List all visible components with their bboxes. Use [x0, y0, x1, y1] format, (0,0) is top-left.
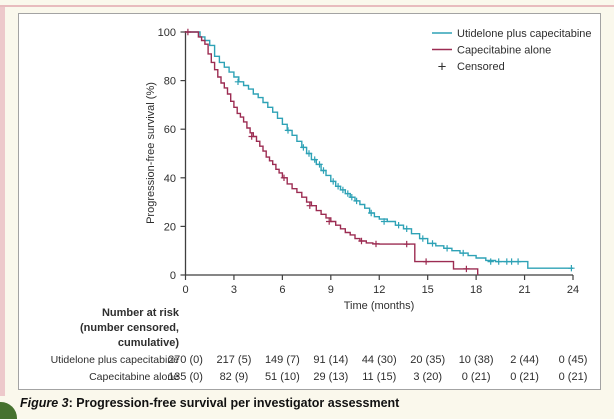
risk-value: 135 (0): [168, 371, 203, 383]
risk-value: 217 (5): [217, 354, 252, 366]
km-curve: [185, 31, 479, 275]
x-tick-label: 24: [567, 284, 579, 296]
risk-value: 82 (9): [220, 371, 249, 383]
risk-value: 2 (44): [510, 354, 539, 366]
x-tick-label: 3: [231, 284, 237, 296]
y-tick-label: 60: [164, 124, 176, 136]
legend-label-capecitabine: Capecitabine alone: [457, 45, 551, 57]
risk-row-label-capecitabine: Capecitabine alone: [89, 371, 179, 383]
risk-value: 91 (14): [313, 354, 348, 366]
risk-value: 3 (20): [413, 371, 442, 383]
x-tick-label: 15: [422, 284, 434, 296]
y-axis-ticks: 0 20 40 60 80 100: [158, 27, 186, 282]
risk-value: 11 (15): [362, 371, 396, 383]
x-axis-ticks: 0 3 6 9 12 15 18 21 24: [182, 275, 579, 296]
risk-value: 0 (45): [559, 354, 588, 366]
x-axis-title: Time (months): [344, 300, 415, 312]
figure-panel: 0 20 40 60 80 100 0 3 6 9 12 15 18 21 24 270 (0) 217 (…: [18, 13, 601, 390]
risk-value: 0 (21): [462, 371, 491, 383]
km-curve: [185, 31, 573, 269]
number-at-risk-table: Number at risk (number censored, cumulat…: [51, 307, 180, 383]
risk-row-label-utidelone: Utidelone plus capecitabine: [51, 354, 180, 366]
risk-header-line2: (number censored,: [80, 322, 179, 334]
figure-caption: Figure 3: Progression-free survival per …: [20, 396, 600, 410]
risk-header-line1: Number at risk: [102, 307, 180, 319]
y-tick-label: 100: [158, 27, 176, 39]
y-tick-label: 40: [164, 173, 176, 185]
risk-value: 20 (35): [410, 354, 445, 366]
y-tick-label: 20: [164, 221, 176, 233]
x-tick-label: 21: [518, 284, 530, 296]
y-tick-label: 80: [164, 76, 176, 88]
top-edge-rule: [0, 5, 614, 7]
censor-marks: [184, 28, 470, 273]
risk-value: 44 (30): [362, 354, 397, 366]
x-tick-label: 18: [470, 284, 482, 296]
figure-caption-label: Figure 3: [20, 396, 69, 410]
x-tick-label: 6: [279, 284, 285, 296]
risk-value: 10 (38): [459, 354, 494, 366]
number-at-risk-values: 270 (0) 217 (5) 149 (7) 91 (14) 44 (30) 20 (3…: [168, 354, 587, 383]
censored-plus-icon: +: [438, 59, 447, 76]
left-pink-strip: [0, 7, 5, 396]
legend-label-utidelone: Utidelone plus capecitabine: [457, 28, 592, 40]
censor-marks: [234, 78, 575, 272]
legend-label-censored: Censored: [457, 61, 505, 73]
y-axis-title: Progression-free survival (%): [145, 82, 157, 224]
risk-value: 0 (21): [559, 371, 588, 383]
risk-value: 29 (13): [313, 371, 348, 383]
x-tick-label: 12: [373, 284, 385, 296]
legend: Utidelone plus capecitabine Capecitabine…: [432, 28, 592, 76]
x-tick-label: 0: [182, 284, 188, 296]
green-corner-decoration: [0, 402, 17, 419]
risk-value: 51 (10): [265, 371, 300, 383]
figure-caption-text: : Progression-free survival per investig…: [68, 396, 400, 410]
x-tick-label: 9: [328, 284, 334, 296]
risk-value: 0 (21): [510, 371, 539, 383]
risk-value: 270 (0): [168, 354, 203, 366]
risk-value: 149 (7): [265, 354, 300, 366]
km-chart: 0 20 40 60 80 100 0 3 6 9 12 15 18 21 24 270 (0) 217 (…: [51, 27, 592, 383]
y-tick-label: 0: [170, 270, 176, 282]
risk-header-line3: cumulative): [118, 337, 179, 349]
survival-curves: [184, 28, 575, 275]
